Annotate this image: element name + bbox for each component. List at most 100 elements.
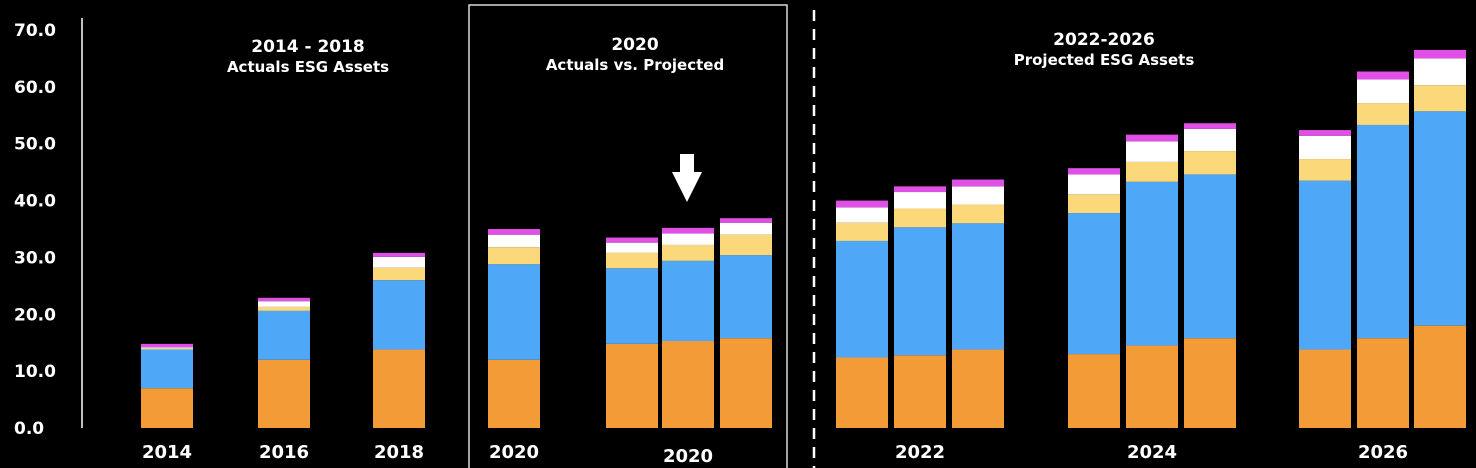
bar-segment-series-3 (720, 234, 772, 256)
bar-segment-series-5 (720, 218, 772, 223)
bar-stack (606, 237, 658, 428)
bar-segment-series-4 (1126, 141, 1178, 162)
bar-segment-series-5 (836, 200, 888, 208)
bar-segment-series-3 (1357, 103, 1409, 125)
bar-stack (1068, 168, 1120, 428)
x-tick-label: 2016 (259, 442, 309, 463)
y-tick-label: 60.0 (14, 78, 56, 98)
y-tick-label: 70.0 (14, 21, 56, 41)
bar-segment-series-3 (258, 306, 310, 311)
bar-segment-series-2 (952, 223, 1004, 350)
actuals-subtitle: Actuals ESG Assets (227, 58, 389, 76)
bar-segment-series-3 (488, 247, 540, 265)
compare-title: 2020 (611, 35, 658, 55)
x-tick-label: 2022 (895, 442, 945, 463)
bar-segment-series-1 (836, 357, 888, 428)
bar-segment-series-1 (373, 349, 425, 428)
bar-stack (258, 297, 310, 428)
bar-segment-series-4 (836, 207, 888, 223)
bar-segment-series-3 (373, 267, 425, 281)
comparison-box (468, 4, 788, 468)
bar-segment-series-4 (894, 192, 946, 209)
bar-segment-series-5 (373, 252, 425, 257)
bar-stack (1357, 71, 1409, 428)
bar-segment-series-2 (836, 240, 888, 358)
bar-stack (836, 200, 888, 428)
y-tick-label: 0.0 (14, 419, 44, 439)
bar-segment-series-1 (1299, 349, 1351, 428)
y-tick-label: 10.0 (14, 362, 56, 382)
bar-segment-series-4 (720, 222, 772, 235)
y-tick-label: 50.0 (14, 135, 56, 155)
bar-segment-series-1 (488, 359, 540, 428)
bar-segment-series-4 (952, 186, 1004, 205)
bar-segment-series-2 (1126, 181, 1178, 346)
bar-segment-series-2 (141, 349, 193, 389)
x-tick-label: 2024 (1127, 442, 1177, 463)
bar-stack (373, 252, 425, 428)
bar-segment-series-4 (141, 347, 193, 349)
bar-segment-series-1 (1068, 354, 1120, 428)
bar-segment-series-1 (606, 343, 658, 428)
bar-segment-series-3 (1414, 85, 1466, 112)
bar-stack (1184, 123, 1236, 428)
bar-segment-series-1 (141, 388, 193, 428)
bar-segment-series-2 (373, 280, 425, 350)
bar-segment-series-3 (1184, 151, 1236, 175)
bar-segment-series-1 (662, 341, 714, 428)
bar-segment-series-1 (1414, 325, 1466, 428)
bar-segment-series-5 (488, 229, 540, 235)
x-tick-label: 2020 (489, 442, 539, 463)
bar-stack (662, 227, 714, 428)
bar-segment-series-2 (662, 260, 714, 342)
bar-stack (894, 186, 946, 428)
x-tick-label: 2014 (142, 442, 192, 463)
bar-segment-series-5 (662, 227, 714, 234)
bar-segment-series-4 (1299, 135, 1351, 160)
bar-segment-series-2 (1414, 111, 1466, 326)
x-tick-label: 2020 (663, 446, 713, 467)
bar-segment-series-4 (1414, 58, 1466, 86)
bar-segment-series-2 (488, 264, 540, 360)
bar-segment-series-2 (1184, 174, 1236, 339)
bar-segment-series-4 (488, 234, 540, 248)
bar-segment-series-3 (1299, 159, 1351, 181)
bar-segment-series-1 (1184, 338, 1236, 428)
bar-segment-series-1 (894, 355, 946, 428)
bar-segment-series-3 (141, 348, 193, 350)
bar-segment-series-5 (1126, 134, 1178, 142)
bar-segment-series-2 (894, 227, 946, 356)
x-tick-label: 2026 (1358, 442, 1408, 463)
bar-segment-series-2 (1068, 213, 1120, 355)
bar-segment-series-4 (606, 242, 658, 253)
bar-segment-series-3 (894, 208, 946, 228)
bar-stack (1299, 130, 1351, 428)
bar-segment-series-3 (662, 244, 714, 261)
bar-segment-series-5 (952, 179, 1004, 187)
bar-segment-series-1 (1357, 338, 1409, 428)
bar-stack (952, 179, 1004, 428)
bar-segment-series-4 (373, 256, 425, 268)
y-tick-label: 20.0 (14, 305, 56, 325)
y-tick-label: 30.0 (14, 248, 56, 268)
bar-segment-series-4 (258, 301, 310, 307)
bar-stack (1414, 49, 1466, 428)
bar-segment-series-4 (1068, 174, 1120, 195)
bar-segment-series-5 (1357, 71, 1409, 80)
bar-stack (1126, 134, 1178, 428)
bar-segment-series-5 (1299, 130, 1351, 136)
bar-segment-series-1 (720, 338, 772, 428)
bar-segment-series-2 (720, 255, 772, 339)
bar-segment-series-2 (1357, 124, 1409, 339)
bar-segment-series-3 (1068, 194, 1120, 214)
bar-segment-series-1 (1126, 345, 1178, 428)
bar-segment-series-5 (894, 186, 946, 193)
bar-segment-series-4 (1184, 128, 1236, 152)
bar-segment-series-5 (1184, 123, 1236, 129)
bar-stack (141, 343, 193, 428)
bar-stack (720, 218, 772, 428)
y-tick-label: 40.0 (14, 192, 56, 212)
actuals-title: 2014 - 2018 (251, 37, 365, 57)
